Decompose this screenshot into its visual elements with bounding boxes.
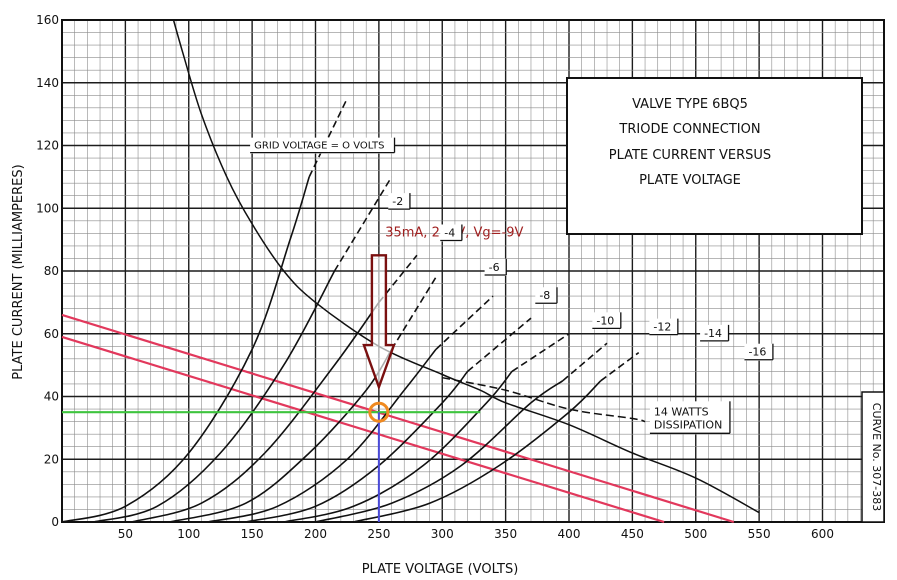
grid-curve-label: -12 bbox=[653, 321, 671, 334]
grid-voltage-label-bg bbox=[250, 137, 395, 154]
curve-number-box: CURVE No. 307-383 bbox=[861, 391, 885, 523]
y-tick-label: 100 bbox=[36, 201, 59, 215]
grid-curve-dashed bbox=[308, 98, 348, 178]
grid-curve bbox=[207, 348, 437, 523]
y-tick-label: 80 bbox=[44, 264, 59, 278]
grid-curve bbox=[315, 380, 564, 523]
y-tick-label: 40 bbox=[44, 390, 59, 404]
x-tick-label: 200 bbox=[304, 527, 327, 541]
x-tick-label: 450 bbox=[621, 527, 644, 541]
grid-curve-label: -16 bbox=[748, 346, 766, 359]
grid-curve-label-bg bbox=[744, 343, 773, 361]
grid-curve-label-bg bbox=[484, 259, 507, 276]
grid-curve-dashed bbox=[378, 254, 418, 303]
load-line bbox=[61, 313, 735, 524]
title-box-frame bbox=[566, 77, 863, 235]
grid-curve-label-bg bbox=[388, 193, 410, 211]
x-tick-label: 500 bbox=[684, 527, 707, 541]
grid-curve-dashed bbox=[435, 295, 494, 350]
grid-curve bbox=[61, 176, 310, 523]
x-tick-label: 100 bbox=[177, 527, 200, 541]
grid-curve-dashed bbox=[562, 342, 608, 382]
grid-curve-dashed bbox=[390, 276, 437, 350]
grid-curve bbox=[131, 301, 380, 523]
x-tick-label: 400 bbox=[558, 527, 581, 541]
grid-curve-label: -10 bbox=[596, 314, 614, 327]
x-tick-label: 350 bbox=[494, 527, 517, 541]
grid-curve-label: -8 bbox=[539, 289, 550, 302]
x-tick-label: 300 bbox=[431, 527, 454, 541]
grid-curve bbox=[169, 348, 393, 523]
x-tick-label: 250 bbox=[367, 527, 390, 541]
grid-curve-label: -6 bbox=[489, 261, 500, 274]
title-line-1: VALVE TYPE 6BQ5 bbox=[632, 97, 748, 112]
y-tick-label: 120 bbox=[36, 139, 59, 153]
x-tick-label: 550 bbox=[748, 527, 771, 541]
grid-curve-label: -14 bbox=[704, 327, 722, 340]
grid-curve-dashed bbox=[600, 351, 640, 382]
x-tick-label: 600 bbox=[811, 527, 834, 541]
grid-curve-dashed bbox=[467, 317, 532, 373]
y-tick-label: 0 bbox=[51, 515, 59, 529]
grid-curve-label-bg bbox=[592, 312, 621, 330]
dissipation-label-line-1: 14 WATTS bbox=[654, 405, 709, 418]
grid-curve-dashed bbox=[511, 333, 570, 373]
grid-curve-label-bg bbox=[700, 324, 729, 342]
x-tick-label: 150 bbox=[241, 527, 264, 541]
grid-curve-label-bg bbox=[649, 318, 678, 336]
grid-curve-label: -2 bbox=[392, 195, 403, 208]
title-line-2: TRIODE CONNECTION bbox=[618, 122, 760, 137]
operating-point-marker bbox=[368, 401, 390, 423]
title-box: VALVE TYPE 6BQ5 TRIODE CONNECTION PLATE … bbox=[566, 77, 863, 235]
grid-voltage-label: GRID VOLTAGE = O VOLTS bbox=[254, 141, 384, 152]
load-line bbox=[61, 335, 665, 524]
axis-ticks: 50 100 150 200 250 300 350 400 450 500 550 600 0 20 40… bbox=[36, 13, 834, 541]
grid-curve bbox=[283, 370, 513, 523]
title-line-3: PLATE CURRENT VERSUS bbox=[609, 148, 771, 163]
x-axis-label: PLATE VOLTAGE (VOLTS) bbox=[362, 562, 519, 577]
y-tick-label: 60 bbox=[44, 327, 59, 341]
dissipation-curve-dashed bbox=[442, 376, 646, 423]
x-tick-label: 50 bbox=[118, 527, 133, 541]
grid-curve bbox=[93, 270, 336, 523]
curve-labels: GRID VOLTAGE = O VOLTS -2 -4 -6 -8 -10 -12 -14 -… bbox=[250, 137, 774, 434]
grid-curve bbox=[353, 380, 602, 523]
grid-curve-label: -4 bbox=[444, 226, 455, 239]
curve-number-label: CURVE No. 307-383 bbox=[870, 403, 883, 511]
dissipation-label-bg bbox=[649, 401, 730, 434]
operating-point-arrow bbox=[362, 254, 396, 391]
y-tick-label: 20 bbox=[44, 452, 59, 466]
grid-curve-label-bg bbox=[440, 224, 462, 242]
grid-voltage-curves bbox=[61, 98, 640, 523]
load-lines bbox=[61, 313, 735, 524]
title-line-4: PLATE VOLTAGE bbox=[639, 173, 741, 188]
grid-curve-label-bg bbox=[535, 287, 557, 305]
dissipation-label-line-2: DISSIPATION bbox=[654, 418, 722, 431]
y-axis-label: PLATE CURRENT (MILLIAMPERES) bbox=[11, 164, 26, 379]
y-tick-label: 160 bbox=[36, 13, 59, 27]
y-tick-label: 140 bbox=[36, 76, 59, 90]
plot-frame bbox=[61, 19, 885, 523]
grid-curve-dashed bbox=[333, 176, 393, 272]
